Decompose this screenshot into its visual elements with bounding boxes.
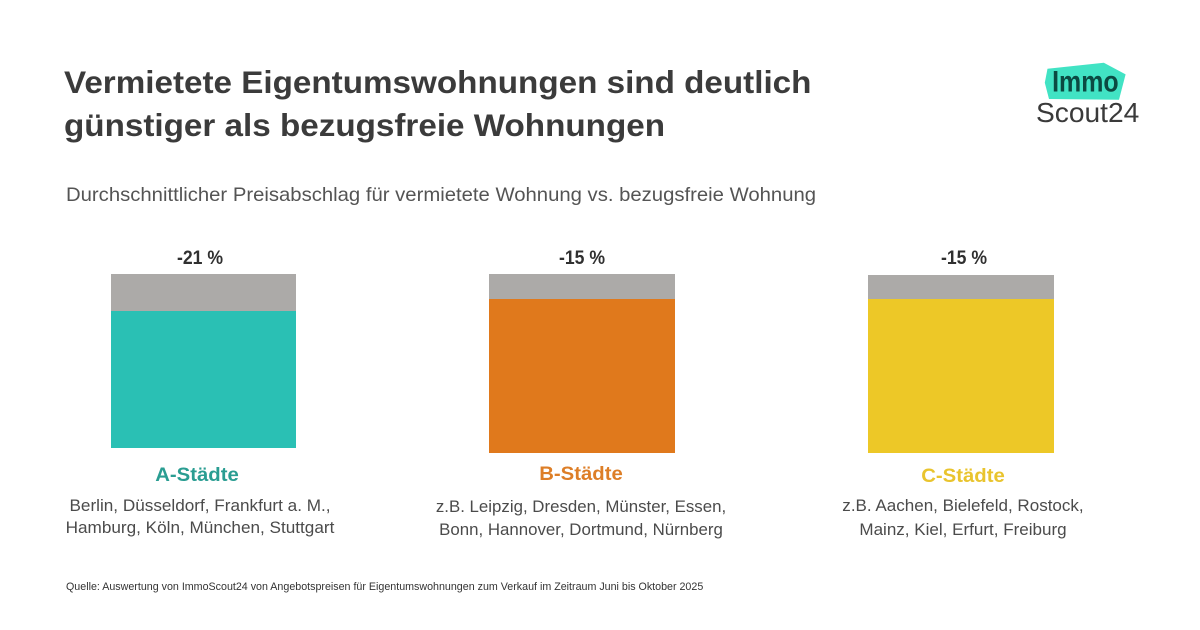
svg-text:Immo: Immo xyxy=(1052,65,1119,98)
svg-text:Scout24: Scout24 xyxy=(1036,97,1139,128)
